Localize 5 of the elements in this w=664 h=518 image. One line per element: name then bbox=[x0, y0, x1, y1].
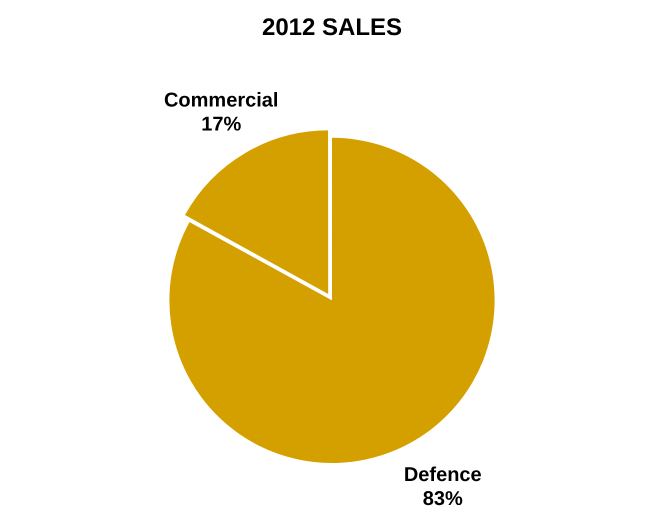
slice-label: Commercial bbox=[164, 90, 278, 112]
data-label: 17% bbox=[201, 114, 242, 136]
data-label: 83% bbox=[422, 488, 463, 510]
chart-title: 2012 SALES bbox=[262, 14, 402, 42]
slice-label: Defence bbox=[404, 464, 482, 486]
